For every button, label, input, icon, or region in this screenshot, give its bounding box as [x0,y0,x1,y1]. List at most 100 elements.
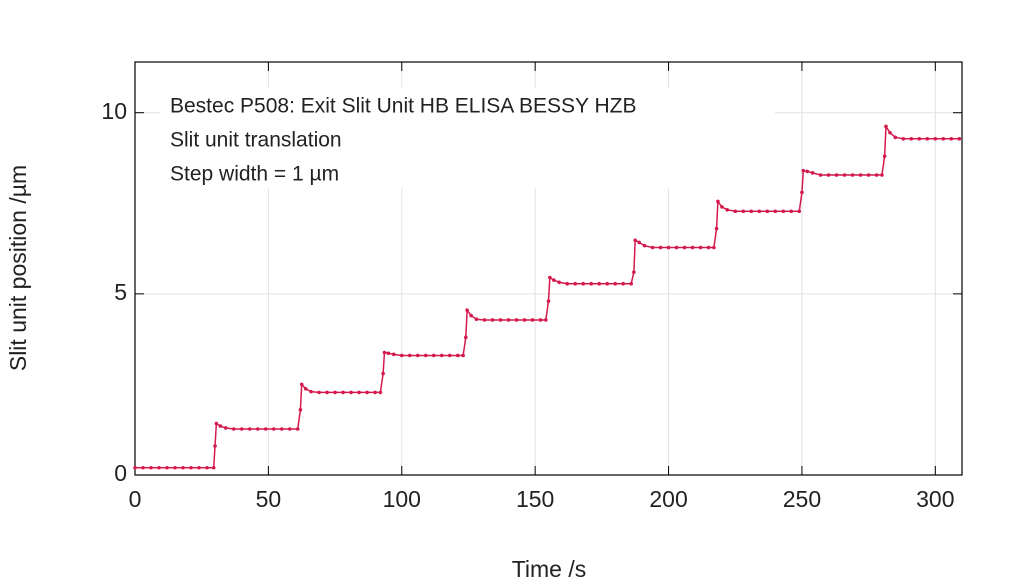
data-point [658,245,663,250]
data-point [189,465,193,470]
data-point [850,173,855,177]
data-point [213,444,217,448]
data-point [901,137,906,141]
data-point [514,318,519,322]
data-point [165,465,169,470]
data-point [381,371,385,376]
data-point [239,427,244,431]
x-tick-label: 50 [256,486,282,512]
data-point [682,245,687,250]
data-point [287,427,292,431]
data-point [546,299,551,303]
data-point [637,240,642,245]
data-point [295,427,300,431]
data-point [706,245,711,250]
data-point [666,245,671,250]
data-point [157,465,161,470]
data-point [565,281,569,286]
data-point [866,173,871,177]
plot-frame [134,61,963,476]
data-point [325,390,329,395]
data-point [557,280,561,285]
data-point [632,270,636,274]
data-point [247,427,252,431]
data-point [801,168,806,173]
x-tick-label: 300 [916,486,954,512]
data-point [765,209,770,214]
data-point [957,137,962,141]
data-point [231,427,236,431]
x-tick-label: 100 [383,486,421,512]
data-point [949,137,954,141]
data-point [447,353,452,358]
data-point [842,173,847,177]
data-point [299,382,304,387]
annotation: Bestec P508: Exit Slit Unit HB ELISA BES… [170,95,636,118]
y-tick-label: 5 [114,279,127,305]
data-point [917,137,922,141]
data-point [818,173,823,177]
data-point [650,245,655,250]
data-point [720,205,724,209]
data-point [714,226,719,231]
x-tick-label: 150 [516,486,554,512]
data-point [255,427,260,431]
data-point [880,173,884,177]
data-point [149,465,153,470]
data-point [464,335,468,340]
data-point [431,353,436,358]
data-point [538,318,543,322]
data-point [548,275,552,280]
data-point [141,465,145,470]
data-point [298,407,303,412]
data-point [382,350,387,355]
data-point [941,137,946,141]
data-point [925,137,930,141]
x-tick-label: 0 [129,486,142,512]
data-point [605,281,609,286]
x-axis-label: Time /s [512,556,587,582]
data-point [789,209,794,214]
data-point [781,209,786,214]
data-point [749,209,754,214]
data-point [757,209,762,214]
data-point [218,424,223,428]
data-point [805,169,810,174]
data-point [391,352,396,357]
data-point [629,281,633,286]
annotation: Step width = 1 µm [170,163,339,186]
data-point [263,427,268,431]
data-point [888,130,892,135]
data-point [365,390,369,395]
data-point [133,465,137,470]
data-point [474,317,479,322]
data-point [522,318,527,322]
data-point [552,278,556,282]
data-point [690,245,695,250]
data-point [333,390,337,395]
data-point [698,245,703,250]
data-point [271,427,276,431]
data-point [279,427,284,431]
data-point [482,318,487,322]
data-point [357,390,361,395]
data-point [544,318,548,322]
data-point [205,465,209,470]
data-point [490,318,495,322]
data-point [399,353,404,358]
data-point [621,281,625,286]
x-tick-label: 250 [783,486,821,512]
data-point [716,199,720,204]
data-point [223,426,228,430]
data-point [581,281,585,286]
annotation-background [160,88,775,188]
data-point [800,190,804,195]
data-point [834,173,839,177]
data-point [858,173,863,177]
data-point [455,353,460,358]
data-point [197,465,201,470]
data-point [882,154,887,158]
data-point [884,124,888,129]
data-point [597,281,601,286]
